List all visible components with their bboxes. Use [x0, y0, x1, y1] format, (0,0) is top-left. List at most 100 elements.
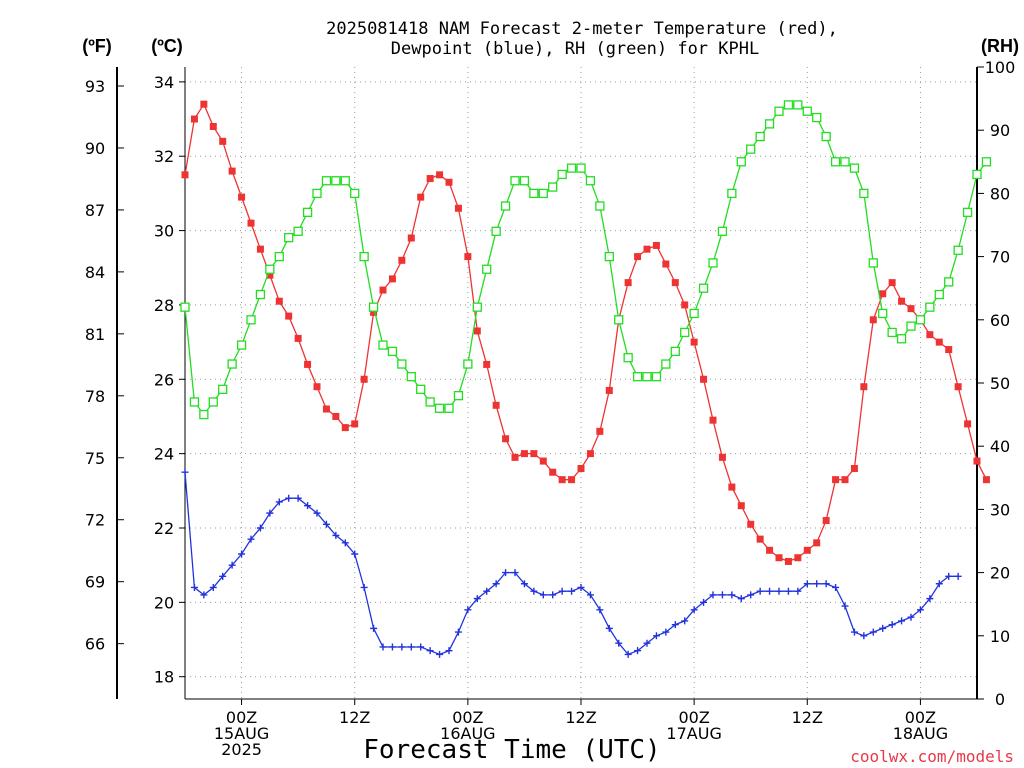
x-axis-title: Forecast Time (UTC)	[363, 735, 660, 765]
credit-text: coolwx.com/models	[850, 747, 1014, 766]
temperature-point	[784, 557, 792, 565]
rh-point	[312, 188, 322, 199]
rh-point	[717, 226, 728, 236]
temperature-point	[803, 546, 811, 554]
dewpoint-point	[794, 587, 802, 595]
temperature-point	[407, 234, 415, 242]
dewpoint-point	[379, 643, 387, 651]
rh-point	[265, 264, 275, 274]
chart-title-line-2: Dewpoint (blue), RH (green) for KPHL	[391, 39, 759, 59]
rh-tick-label: 30	[990, 500, 1010, 519]
series-dewpoint	[181, 468, 962, 658]
dewpoint-point	[351, 550, 359, 558]
x-tick-label: 16AUG	[440, 724, 495, 743]
rh-point	[689, 308, 699, 319]
rh-point	[491, 226, 501, 236]
temperature-point	[219, 137, 227, 145]
temperature-point	[624, 279, 632, 287]
rh-point	[642, 372, 652, 382]
dewpoint-point	[294, 494, 302, 502]
rh-point	[500, 201, 511, 211]
dewpoint-point	[935, 580, 943, 588]
temperature-point	[982, 476, 990, 484]
rh-tick-label: 20	[990, 564, 1010, 583]
dewpoint-point	[803, 580, 811, 588]
dewpoint-point	[492, 580, 500, 588]
fahrenheit-unit-label: (ºF)	[82, 36, 112, 56]
dewpoint-point	[464, 606, 472, 614]
series-group	[180, 100, 992, 658]
dewpoint-point	[737, 595, 745, 603]
temperature-point	[190, 115, 198, 123]
series-rh	[180, 100, 992, 420]
temperature-point	[530, 450, 538, 458]
rh-point	[368, 302, 379, 312]
rh-point	[812, 112, 822, 123]
temperature-point	[228, 167, 236, 175]
rh-point	[529, 188, 539, 199]
dewpoint-point	[454, 628, 462, 636]
celsius-tick-label: 32	[154, 147, 174, 166]
dewpoint-point	[200, 591, 208, 599]
dewpoint-point	[275, 498, 283, 506]
dewpoint-point	[916, 606, 924, 614]
rh-point	[548, 182, 558, 192]
temperature-point	[747, 520, 755, 528]
rh-tick-label: 80	[990, 184, 1010, 203]
rh-point	[764, 119, 775, 129]
dewpoint-point	[256, 524, 264, 532]
dewpoint-point	[690, 606, 698, 614]
rh-point	[585, 176, 596, 186]
dewpoint-point	[586, 591, 594, 599]
rh-point	[199, 409, 209, 420]
temperature-point	[370, 308, 378, 316]
rh-point	[218, 384, 228, 394]
rh-point	[434, 403, 445, 413]
rh-point	[378, 340, 388, 350]
dewpoint-point	[238, 550, 246, 558]
celsius-tick-label: 26	[154, 370, 174, 389]
rh-point	[510, 176, 520, 186]
temperature-point	[964, 420, 972, 428]
celsius-unit-label: (ºC)	[151, 36, 183, 56]
dewpoint-point	[662, 628, 670, 636]
rh-point	[595, 201, 605, 211]
rh-point	[774, 106, 784, 116]
rh-tick-label: 0	[995, 690, 1005, 709]
dewpoint-point	[841, 602, 849, 610]
dewpoint-point	[624, 650, 632, 658]
rh-point	[708, 258, 718, 268]
rh-point	[934, 289, 944, 300]
temperature-point	[596, 427, 604, 435]
dewpoint-point	[266, 509, 274, 517]
temperature-point	[813, 539, 821, 547]
temperature-point	[266, 271, 274, 279]
rh-point	[755, 131, 765, 142]
rh-tick-label: 10	[990, 627, 1010, 646]
rh-point	[783, 100, 794, 110]
dewpoint-point	[832, 583, 840, 591]
dewpoint-point	[539, 591, 547, 599]
rh-point	[463, 359, 473, 369]
rh-point	[623, 353, 633, 363]
rh-point	[566, 163, 577, 173]
rh-point	[387, 346, 398, 357]
dewpoint-point	[341, 539, 349, 547]
dewpoint-point	[247, 535, 255, 543]
temperature-point	[520, 450, 528, 458]
rh-point	[416, 384, 426, 394]
temperature-point	[775, 554, 783, 562]
temperature-point	[304, 360, 312, 368]
rh-point	[321, 176, 332, 186]
temperature-point	[322, 405, 330, 413]
rh-point	[189, 397, 200, 407]
fahrenheit-tick-label: 66	[85, 635, 105, 654]
rh-point	[180, 302, 190, 312]
temperature-point	[388, 275, 396, 283]
dewpoint-point	[813, 580, 821, 588]
temperature-point	[860, 383, 868, 391]
temperature-point	[454, 204, 462, 212]
rh-tick-label: 50	[990, 374, 1010, 393]
temperature-point	[445, 178, 453, 186]
rh-point	[472, 302, 482, 312]
